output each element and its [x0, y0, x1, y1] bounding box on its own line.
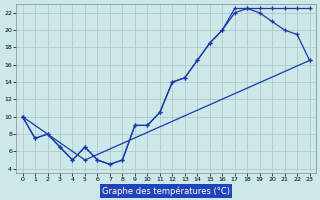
X-axis label: Graphe des températures (°C): Graphe des températures (°C) [102, 186, 230, 196]
